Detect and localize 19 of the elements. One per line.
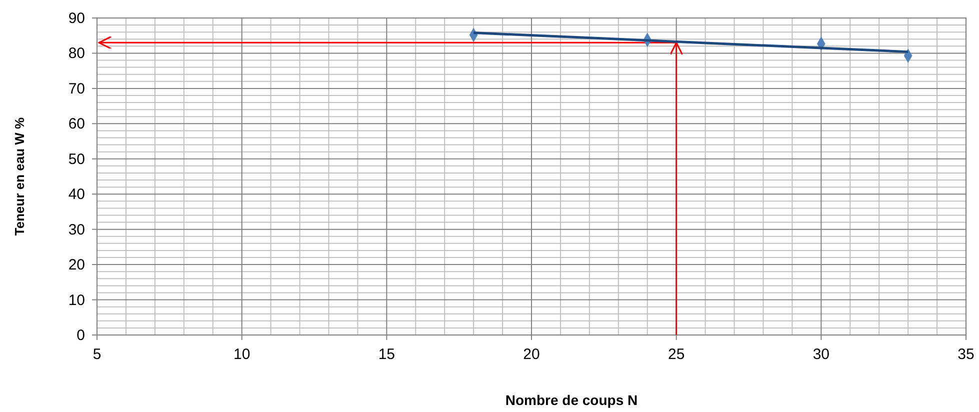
y-tick-label: 30 [68, 221, 85, 238]
y-tick-label: 20 [68, 256, 85, 274]
y-axis-title: Teneur en eau W % [12, 116, 27, 236]
y-tick-label: 0 [76, 327, 85, 344]
y-tick-label: 70 [68, 80, 85, 98]
x-tick-label: 5 [92, 346, 102, 363]
x-tick-label: 10 [233, 346, 250, 363]
x-tick-label: 30 [812, 346, 830, 363]
x-tick-label: 25 [668, 346, 685, 363]
y-tick-label: 40 [68, 186, 85, 204]
y-tick-label: 10 [68, 292, 85, 309]
x-tick-label: 20 [523, 346, 540, 363]
x-tick-label: 35 [958, 346, 974, 363]
x-tick-label: 15 [378, 346, 396, 363]
y-tick-label: 80 [68, 45, 85, 62]
x-axis-title: Nombre de coups N [505, 392, 638, 408]
y-tick-label: 90 [68, 10, 85, 27]
y-tick-label: 50 [68, 150, 85, 168]
y-tick-label: 60 [68, 116, 85, 133]
